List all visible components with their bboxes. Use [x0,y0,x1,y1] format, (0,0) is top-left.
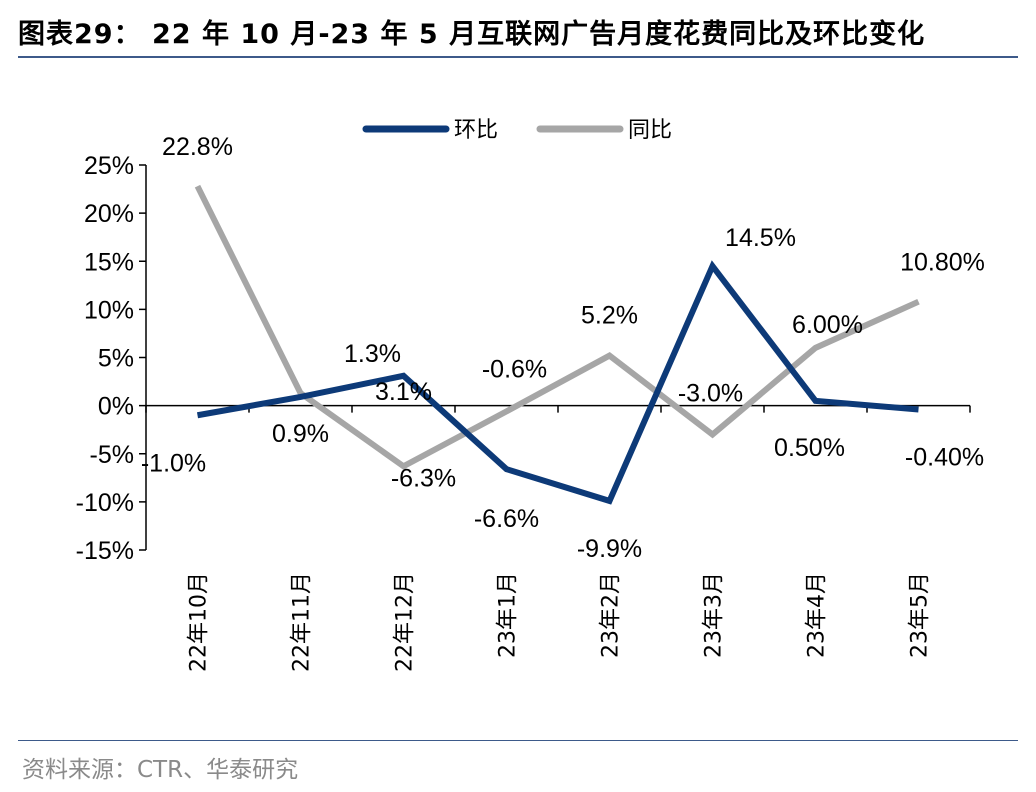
chart-title: 图表29： 22 年 10 月-23 年 5 月互联网广告月度花费同比及环比变化 [18,19,926,50]
title-divider [18,56,1018,58]
data-label: -1.0% [141,449,206,477]
data-label: -3.0% [678,380,743,408]
data-label: -6.6% [474,505,539,533]
y-tick-label: -10% [76,489,134,517]
data-label: -0.40% [905,443,984,471]
data-label: 0.9% [272,420,329,448]
x-tick-label: 23年3月 [702,572,727,658]
series-line-mom [196,260,919,505]
x-tick-label: 23年2月 [599,572,624,658]
x-tick-label: 22年11月 [290,572,315,672]
y-tick-label: 25% [84,152,134,180]
x-tick-label: 22年12月 [393,572,418,672]
series-line-yoy [194,184,920,470]
y-tick-label: 20% [84,200,134,228]
source-divider [18,740,1018,741]
x-tick-label: 22年10月 [187,572,212,672]
y-tick-label: -15% [76,537,134,565]
data-label: 5.2% [581,302,638,330]
chart-legend: 环比 同比 [362,118,672,143]
chart-series [194,184,920,505]
chart-data-labels: -1.0% 0.9% 3.1% -6.6% -9.9% 14.5% 0.50% -0.40% 2… [141,133,985,563]
data-label: -9.9% [577,535,642,563]
data-label: 1.3% [344,340,401,368]
legend-label: 同比 [628,118,672,143]
y-tick-label: 5% [98,345,134,373]
y-tick-label: 10% [84,296,134,324]
source-note: 资料来源：CTR、华泰研究 [22,757,299,783]
data-label: 22.8% [162,133,233,161]
x-tick-label: 23年5月 [908,572,933,658]
data-label: 14.5% [725,224,796,252]
x-tick-label: 23年4月 [805,572,830,658]
data-label: 6.00% [792,311,863,339]
data-label: 3.1% [375,378,432,406]
x-tick-label: 23年1月 [496,572,521,658]
y-tick-label: 0% [98,393,134,421]
y-tick-label: 15% [84,248,134,276]
data-label: -0.6% [482,355,547,383]
data-label: -6.3% [391,464,456,492]
chart-axes: 25% 20% 15% 10% 5% 0% -5% -10% -15% 22年10月 22年11月 2… [76,152,971,672]
legend-label: 环比 [454,118,498,143]
data-label: 10.80% [900,249,985,277]
y-tick-label: -5% [90,441,134,469]
data-label: 0.50% [774,434,845,462]
